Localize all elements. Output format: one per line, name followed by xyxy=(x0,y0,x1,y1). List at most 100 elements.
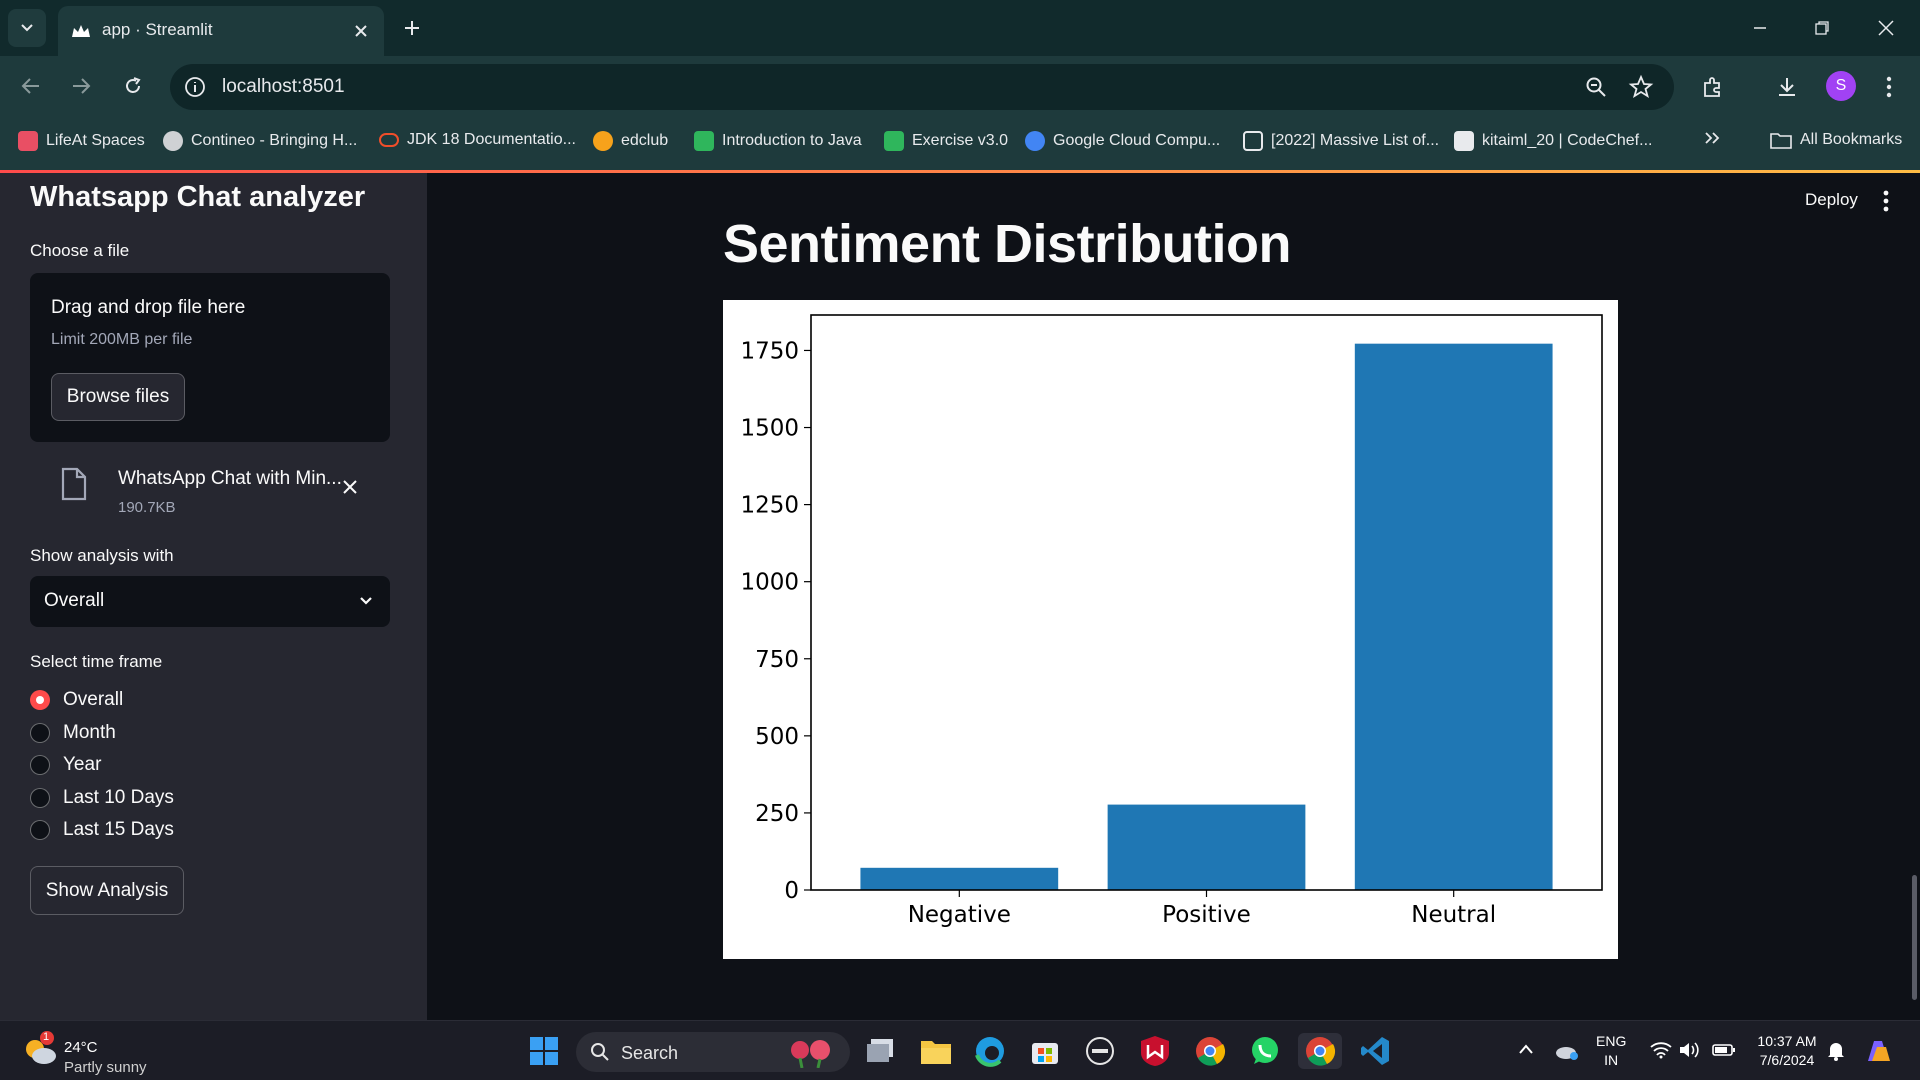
chrome-active-button[interactable] xyxy=(1298,1033,1342,1069)
x-tick-label: Negative xyxy=(908,902,1011,928)
bookmark-lifeat[interactable]: LifeAt Spaces xyxy=(18,131,145,151)
vscode-button[interactable] xyxy=(1357,1033,1393,1069)
task-view-button[interactable] xyxy=(862,1033,898,1069)
radio-last-10-days[interactable]: Last 10 Days xyxy=(30,787,174,809)
downloads-button[interactable] xyxy=(1772,72,1802,102)
language-indicator[interactable]: ENG IN xyxy=(1596,1033,1627,1068)
tab-title: app · Streamlit xyxy=(102,20,213,39)
bookmark-contineo[interactable]: Contineo - Bringing H... xyxy=(163,131,357,151)
radio-last-15-days[interactable]: Last 15 Days xyxy=(30,819,174,841)
chrome-menu-button[interactable] xyxy=(1874,72,1904,102)
codechef-icon xyxy=(1454,131,1474,151)
wifi-icon[interactable] xyxy=(1650,1041,1672,1059)
browser-tabstrip: app · Streamlit xyxy=(0,0,1920,56)
bookmark-star-icon[interactable] xyxy=(1628,74,1654,100)
y-tick-label: 250 xyxy=(755,801,799,827)
forward-button[interactable] xyxy=(64,69,98,103)
radio-unselected-icon xyxy=(30,788,50,808)
radio-overall[interactable]: Overall xyxy=(30,689,123,711)
show-analysis-button[interactable]: Show Analysis xyxy=(30,866,184,915)
bookmark-massive-list[interactable]: [2022] Massive List of... xyxy=(1243,131,1439,151)
more-bookmarks-button[interactable] xyxy=(1704,131,1720,145)
analysis-select-value: Overall xyxy=(44,590,105,611)
edge-button[interactable] xyxy=(972,1033,1008,1069)
copilot-icon[interactable] xyxy=(1862,1035,1894,1067)
volume-icon[interactable] xyxy=(1678,1041,1700,1059)
zoom-icon[interactable] xyxy=(1584,75,1608,99)
notification-bell-icon[interactable] xyxy=(1826,1040,1846,1062)
onedrive-icon[interactable] xyxy=(1554,1041,1580,1061)
arrow-right-icon xyxy=(73,78,91,94)
radio-year[interactable]: Year xyxy=(30,754,101,776)
analysis-select[interactable]: Overall xyxy=(30,576,390,627)
file-explorer-button[interactable] xyxy=(918,1033,954,1069)
tab-search-menu-button[interactable] xyxy=(8,9,46,47)
y-tick-label: 1000 xyxy=(740,570,799,596)
bookmark-intro-java[interactable]: Introduction to Java xyxy=(694,131,862,151)
taskbar-search[interactable]: Search xyxy=(576,1032,850,1072)
weather-widget[interactable]: 1 24°C Partly sunny xyxy=(22,1029,147,1076)
uploaded-file-size: 190.7KB xyxy=(118,499,176,516)
bookmark-google-cloud[interactable]: Google Cloud Compu... xyxy=(1025,131,1220,151)
sidebar: Whatsapp Chat analyzer Choose a file Dra… xyxy=(0,173,427,1020)
close-window-button[interactable] xyxy=(1866,10,1906,46)
tab-close-icon[interactable] xyxy=(348,18,374,44)
clock[interactable]: 10:37 AM 7/6/2024 xyxy=(1757,1033,1817,1068)
partly-sunny-icon xyxy=(26,1031,56,1064)
new-tab-button[interactable] xyxy=(396,12,428,44)
chrome-button[interactable] xyxy=(1192,1033,1228,1069)
file-icon xyxy=(61,467,87,501)
mcafee-button[interactable] xyxy=(1137,1033,1173,1069)
lifeat-icon xyxy=(18,131,38,151)
site-info-icon[interactable] xyxy=(184,76,206,98)
remove-file-icon[interactable] xyxy=(342,479,358,495)
url-text[interactable]: localhost:8501 xyxy=(222,76,345,97)
browser-tab[interactable]: app · Streamlit xyxy=(58,6,384,56)
battery-icon[interactable] xyxy=(1712,1041,1736,1059)
dell-button[interactable] xyxy=(1082,1033,1118,1069)
file-uploader-label: Choose a file xyxy=(30,241,130,260)
plus-icon xyxy=(405,21,419,35)
bookmark-jdk[interactable]: JDK 18 Documentatio... xyxy=(379,131,576,149)
browse-files-button[interactable]: Browse files xyxy=(51,373,185,421)
y-tick-label: 750 xyxy=(755,647,799,673)
all-bookmarks-button[interactable]: All Bookmarks xyxy=(1770,131,1902,149)
scrollbar[interactable] xyxy=(1912,875,1917,1000)
back-button[interactable] xyxy=(14,69,48,103)
y-tick-label: 1750 xyxy=(740,338,799,364)
restore-button[interactable] xyxy=(1802,10,1842,46)
chevron-down-icon xyxy=(360,597,372,605)
y-tick-label: 500 xyxy=(755,724,799,750)
edclub-icon xyxy=(593,131,613,151)
mcafee-icon xyxy=(1141,1036,1169,1066)
file-dropzone[interactable]: Drag and drop file here Limit 200MB per … xyxy=(30,273,390,442)
streamlit-menu-icon[interactable] xyxy=(1882,188,1890,214)
restore-icon xyxy=(1815,21,1829,35)
bookmark-codechef[interactable]: kitaiml_20 | CodeChef... xyxy=(1454,131,1652,151)
address-bar[interactable]: localhost:8501 xyxy=(170,64,1674,110)
radio-selected-icon xyxy=(30,690,50,710)
chevron-up-icon[interactable] xyxy=(1518,1043,1534,1055)
extensions-button[interactable] xyxy=(1698,72,1728,102)
edge-icon xyxy=(975,1037,1004,1067)
y-tick-label: 1250 xyxy=(740,493,799,519)
whatsapp-button[interactable] xyxy=(1247,1033,1283,1069)
deploy-button[interactable]: Deploy xyxy=(1805,190,1858,209)
bookmarks-bar: LifeAt Spaces Contineo - Bringing H... J… xyxy=(0,114,1920,172)
start-button[interactable] xyxy=(526,1033,562,1069)
sentiment-bar-chart: Negative Positive Neutral 0 250 500 750 1000 125… xyxy=(740,314,1603,928)
folder-icon xyxy=(921,1041,951,1064)
profile-avatar[interactable]: S xyxy=(1826,71,1856,101)
radio-month[interactable]: Month xyxy=(30,722,116,744)
minimize-button[interactable] xyxy=(1740,10,1780,46)
folder-icon xyxy=(1770,133,1792,149)
google-cloud-icon xyxy=(1025,131,1045,151)
weather-badge: 1 xyxy=(43,1031,50,1043)
microsoft-store-button[interactable] xyxy=(1027,1033,1063,1069)
reload-button[interactable] xyxy=(116,69,150,103)
bookmark-edclub[interactable]: edclub xyxy=(593,131,668,151)
uploaded-file: WhatsApp Chat with Min... 190.7KB xyxy=(30,453,390,523)
bookmark-exercise[interactable]: Exercise v3.0 xyxy=(884,131,1008,151)
bar-positive xyxy=(1107,804,1306,890)
kebab-menu-icon xyxy=(1886,76,1892,98)
